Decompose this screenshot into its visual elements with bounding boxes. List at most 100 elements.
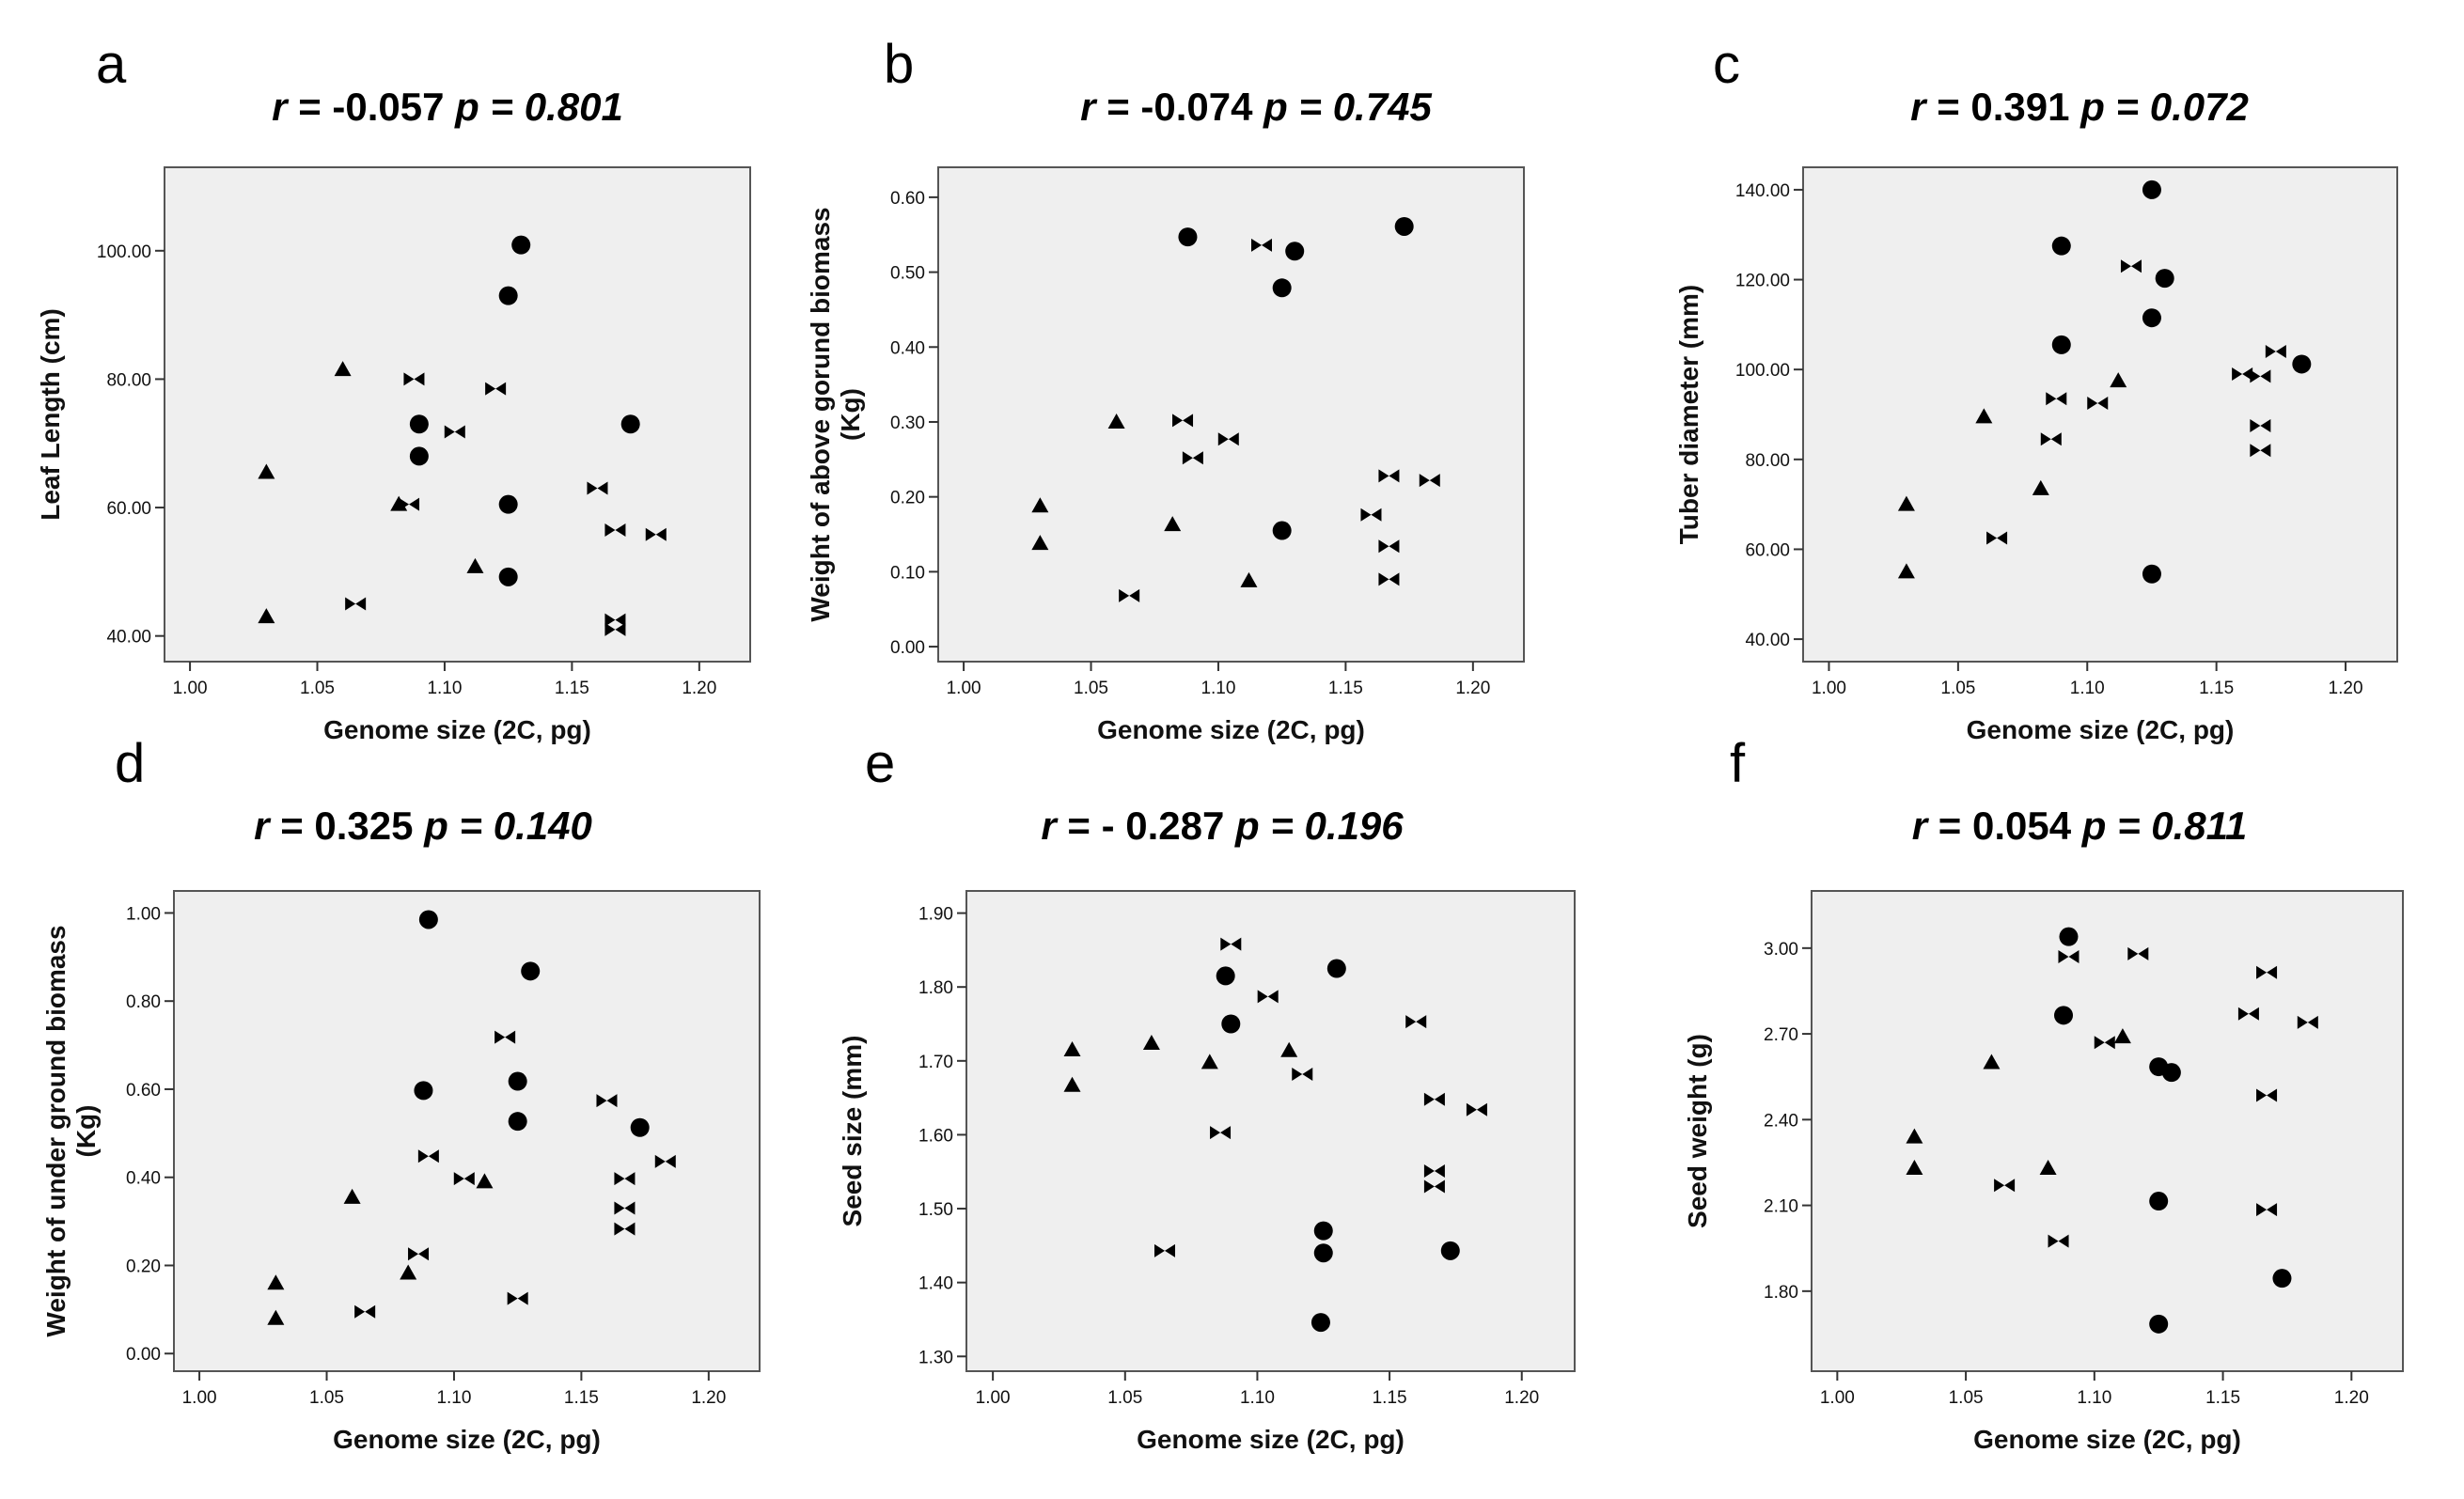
title-r-value: = 0.391 <box>1937 85 2069 129</box>
data-point-circle <box>630 1117 650 1137</box>
data-point-bowtie <box>2087 397 2109 411</box>
y-axis-label: Seed weight (g) <box>1683 1034 1712 1228</box>
data-point-triangle <box>334 361 352 377</box>
data-point-circle <box>1310 1313 1330 1333</box>
data-point-bowtie <box>1360 507 1382 522</box>
x-tick-label: 1.05 <box>1949 1388 1984 1408</box>
data-point-circle <box>1313 1221 1333 1241</box>
x-axis-label: Genome size (2C, pg) <box>323 715 591 744</box>
data-point-bowtie <box>1172 414 1194 428</box>
x-tick-label: 1.00 <box>173 679 208 698</box>
data-point-bowtie <box>408 1247 430 1261</box>
data-point-bowtie <box>1210 1126 1232 1140</box>
data-point-triangle <box>2032 479 2049 495</box>
y-tick-label: 1.70 <box>918 1053 953 1072</box>
data-point-bowtie <box>1182 451 1203 465</box>
data-point-triangle <box>267 1274 285 1290</box>
x-tick-label: 1.20 <box>1455 679 1490 698</box>
y-tick-label: 80.00 <box>106 370 151 390</box>
data-point-triangle <box>1142 1034 1160 1050</box>
y-tick-label: 0.50 <box>890 264 925 284</box>
x-tick-label: 1.05 <box>1940 679 1975 698</box>
x-tick-label: 1.15 <box>2199 679 2234 698</box>
data-point-bowtie <box>1257 990 1279 1004</box>
y-tick-label: 0.10 <box>890 563 925 583</box>
y-tick-label: 0.00 <box>126 1345 161 1365</box>
y-tick-label: 1.60 <box>918 1126 953 1146</box>
title-p-label: p <box>1234 804 1260 848</box>
y-tick-label: 0.40 <box>890 338 925 358</box>
data-point-bowtie <box>444 425 465 439</box>
data-point-triangle <box>1063 1041 1081 1057</box>
x-tick-label: 1.00 <box>182 1388 217 1408</box>
y-tick-label: 120.00 <box>1735 272 1790 291</box>
y-tick-label: 0.00 <box>890 638 925 658</box>
data-point-bowtie <box>2250 418 2271 432</box>
x-tick-label: 1.10 <box>2070 679 2105 698</box>
y-tick-label: 1.80 <box>918 978 953 998</box>
data-point-circle <box>2142 180 2161 199</box>
data-point-triangle <box>258 463 275 479</box>
y-tick-label: 80.00 <box>1745 451 1790 471</box>
data-point-bowtie <box>2237 1007 2259 1021</box>
data-point-bowtie <box>604 613 626 627</box>
y-tick-label: 1.30 <box>918 1348 953 1367</box>
y-tick-label: 40.00 <box>1745 631 1790 650</box>
panel-letter: e <box>865 733 895 794</box>
data-point-bowtie <box>1220 937 1242 951</box>
title-r-value: = 0.054 <box>1938 804 2072 848</box>
title-r-label: r <box>272 85 290 129</box>
x-tick-label: 1.15 <box>1328 679 1363 698</box>
data-point-bowtie <box>345 597 367 611</box>
data-point-bowtie <box>1251 238 1273 252</box>
y-axis-label: Seed size (mm) <box>838 1036 867 1227</box>
panel-letter: c <box>1713 34 1740 95</box>
data-point-bowtie <box>2232 367 2253 381</box>
x-tick-label: 1.20 <box>1504 1388 1539 1408</box>
data-point-bowtie <box>614 1222 636 1236</box>
data-point-bowtie <box>485 382 507 396</box>
x-tick-label: 1.20 <box>682 679 716 698</box>
data-point-bowtie <box>507 1291 528 1305</box>
data-point-bowtie <box>1378 469 1400 483</box>
title-p-value: = 0.745 <box>1299 85 1433 129</box>
plot-area <box>1811 890 2404 1372</box>
x-tick-label: 1.05 <box>1107 1388 1142 1408</box>
title-p-label: p <box>2079 85 2105 129</box>
x-axis-label: Genome size (2C, pg) <box>1097 715 1365 744</box>
y-tick-label: 1.40 <box>918 1274 953 1294</box>
x-tick-label: 1.15 <box>564 1388 599 1408</box>
x-tick-label: 1.00 <box>947 679 981 698</box>
data-point-triangle <box>343 1188 361 1204</box>
data-point-bowtie <box>399 497 420 511</box>
data-point-circle <box>2161 1063 2181 1083</box>
data-point-circle <box>1216 966 1235 986</box>
x-tick-label: 1.15 <box>2205 1388 2240 1408</box>
data-point-bowtie <box>604 523 626 537</box>
data-point-bowtie <box>2040 432 2062 446</box>
data-point-triangle <box>1240 571 1258 587</box>
data-point-bowtie <box>403 372 425 386</box>
data-point-circle <box>2149 1314 2169 1334</box>
data-point-circle <box>511 235 531 255</box>
data-point-bowtie <box>596 1094 618 1108</box>
data-point-triangle <box>1280 1041 1298 1057</box>
y-tick-label: 0.20 <box>126 1257 161 1276</box>
data-point-triangle <box>258 608 275 624</box>
data-point-bowtie <box>494 1030 516 1044</box>
panel-f: f r = 0.054 p = 0.811 1.00 1.05 1.10 1.15 1.20… <box>1683 733 2404 1454</box>
data-point-triangle <box>2039 1160 2057 1176</box>
data-point-bowtie <box>1154 1243 1175 1257</box>
title-p-label: p <box>423 804 448 848</box>
y-tick-label: 100.00 <box>97 242 151 262</box>
data-point-bowtie <box>614 1201 636 1215</box>
title-r-label: r <box>254 804 272 848</box>
data-point-bowtie <box>2256 1203 2278 1217</box>
panel-b: b r = -0.074 p = 0.745 1.00 1.05 1.10 1.15 1.2… <box>806 34 1525 744</box>
title-p-value: = 0.140 <box>460 804 592 848</box>
data-point-circle <box>1178 227 1198 247</box>
plot-area <box>173 890 761 1372</box>
data-point-bowtie <box>2046 392 2067 406</box>
data-point-bowtie <box>2250 444 2271 458</box>
data-point-circle <box>498 567 518 586</box>
